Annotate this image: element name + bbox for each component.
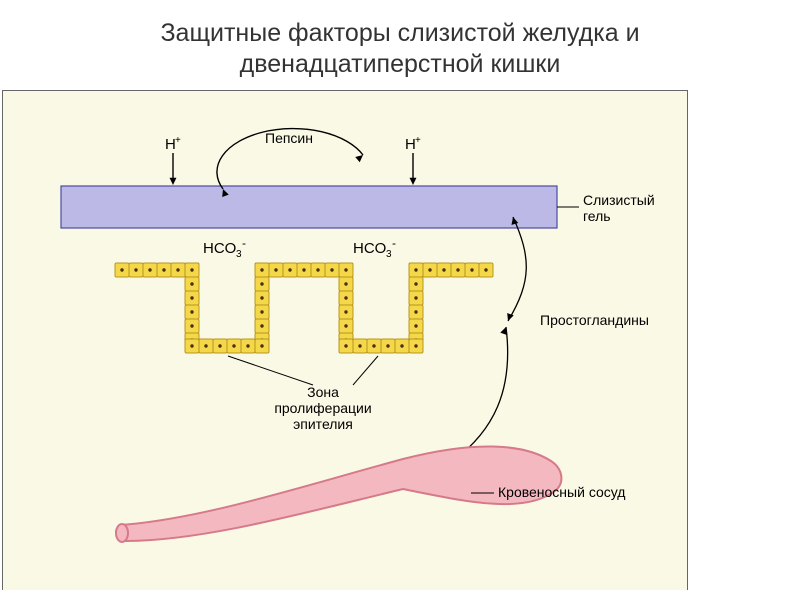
page-title: Защитные факторы слизистой желудка и две…	[0, 0, 800, 91]
svg-text:-: -	[392, 236, 396, 250]
svg-text:HCO: HCO	[203, 240, 236, 257]
svg-text:эпителия: эпителия	[293, 416, 353, 432]
svg-text:3: 3	[236, 249, 242, 260]
title-line-2: двенадцатиперстной кишки	[240, 50, 561, 78]
svg-text:Пепсин: Пепсин	[265, 130, 313, 146]
mucus-gel-layer	[61, 186, 557, 228]
title-line-1: Защитные факторы слизистой желудка и	[160, 19, 639, 47]
diagram-frame: H+H+ Пепсин Слизистыйгель HCO3-HCO3- Про…	[2, 90, 688, 590]
svg-text:HCO: HCO	[353, 240, 386, 257]
svg-text:гель: гель	[583, 208, 611, 224]
diagram-svg: H+H+ Пепсин Слизистыйгель HCO3-HCO3- Про…	[3, 91, 688, 590]
svg-text:3: 3	[386, 249, 392, 260]
mucus-gel-text: Слизистый	[583, 192, 655, 208]
svg-text:-: -	[242, 236, 246, 250]
svg-text:пролиферации: пролиферации	[274, 400, 371, 416]
svg-text:Зона: Зона	[307, 384, 339, 400]
prostaglandins-text: Простогландины	[540, 312, 649, 328]
svg-text:+: +	[415, 135, 421, 146]
svg-text:+: +	[175, 135, 181, 146]
blood-vessel-text: Кровеносный сосуд	[498, 484, 625, 500]
